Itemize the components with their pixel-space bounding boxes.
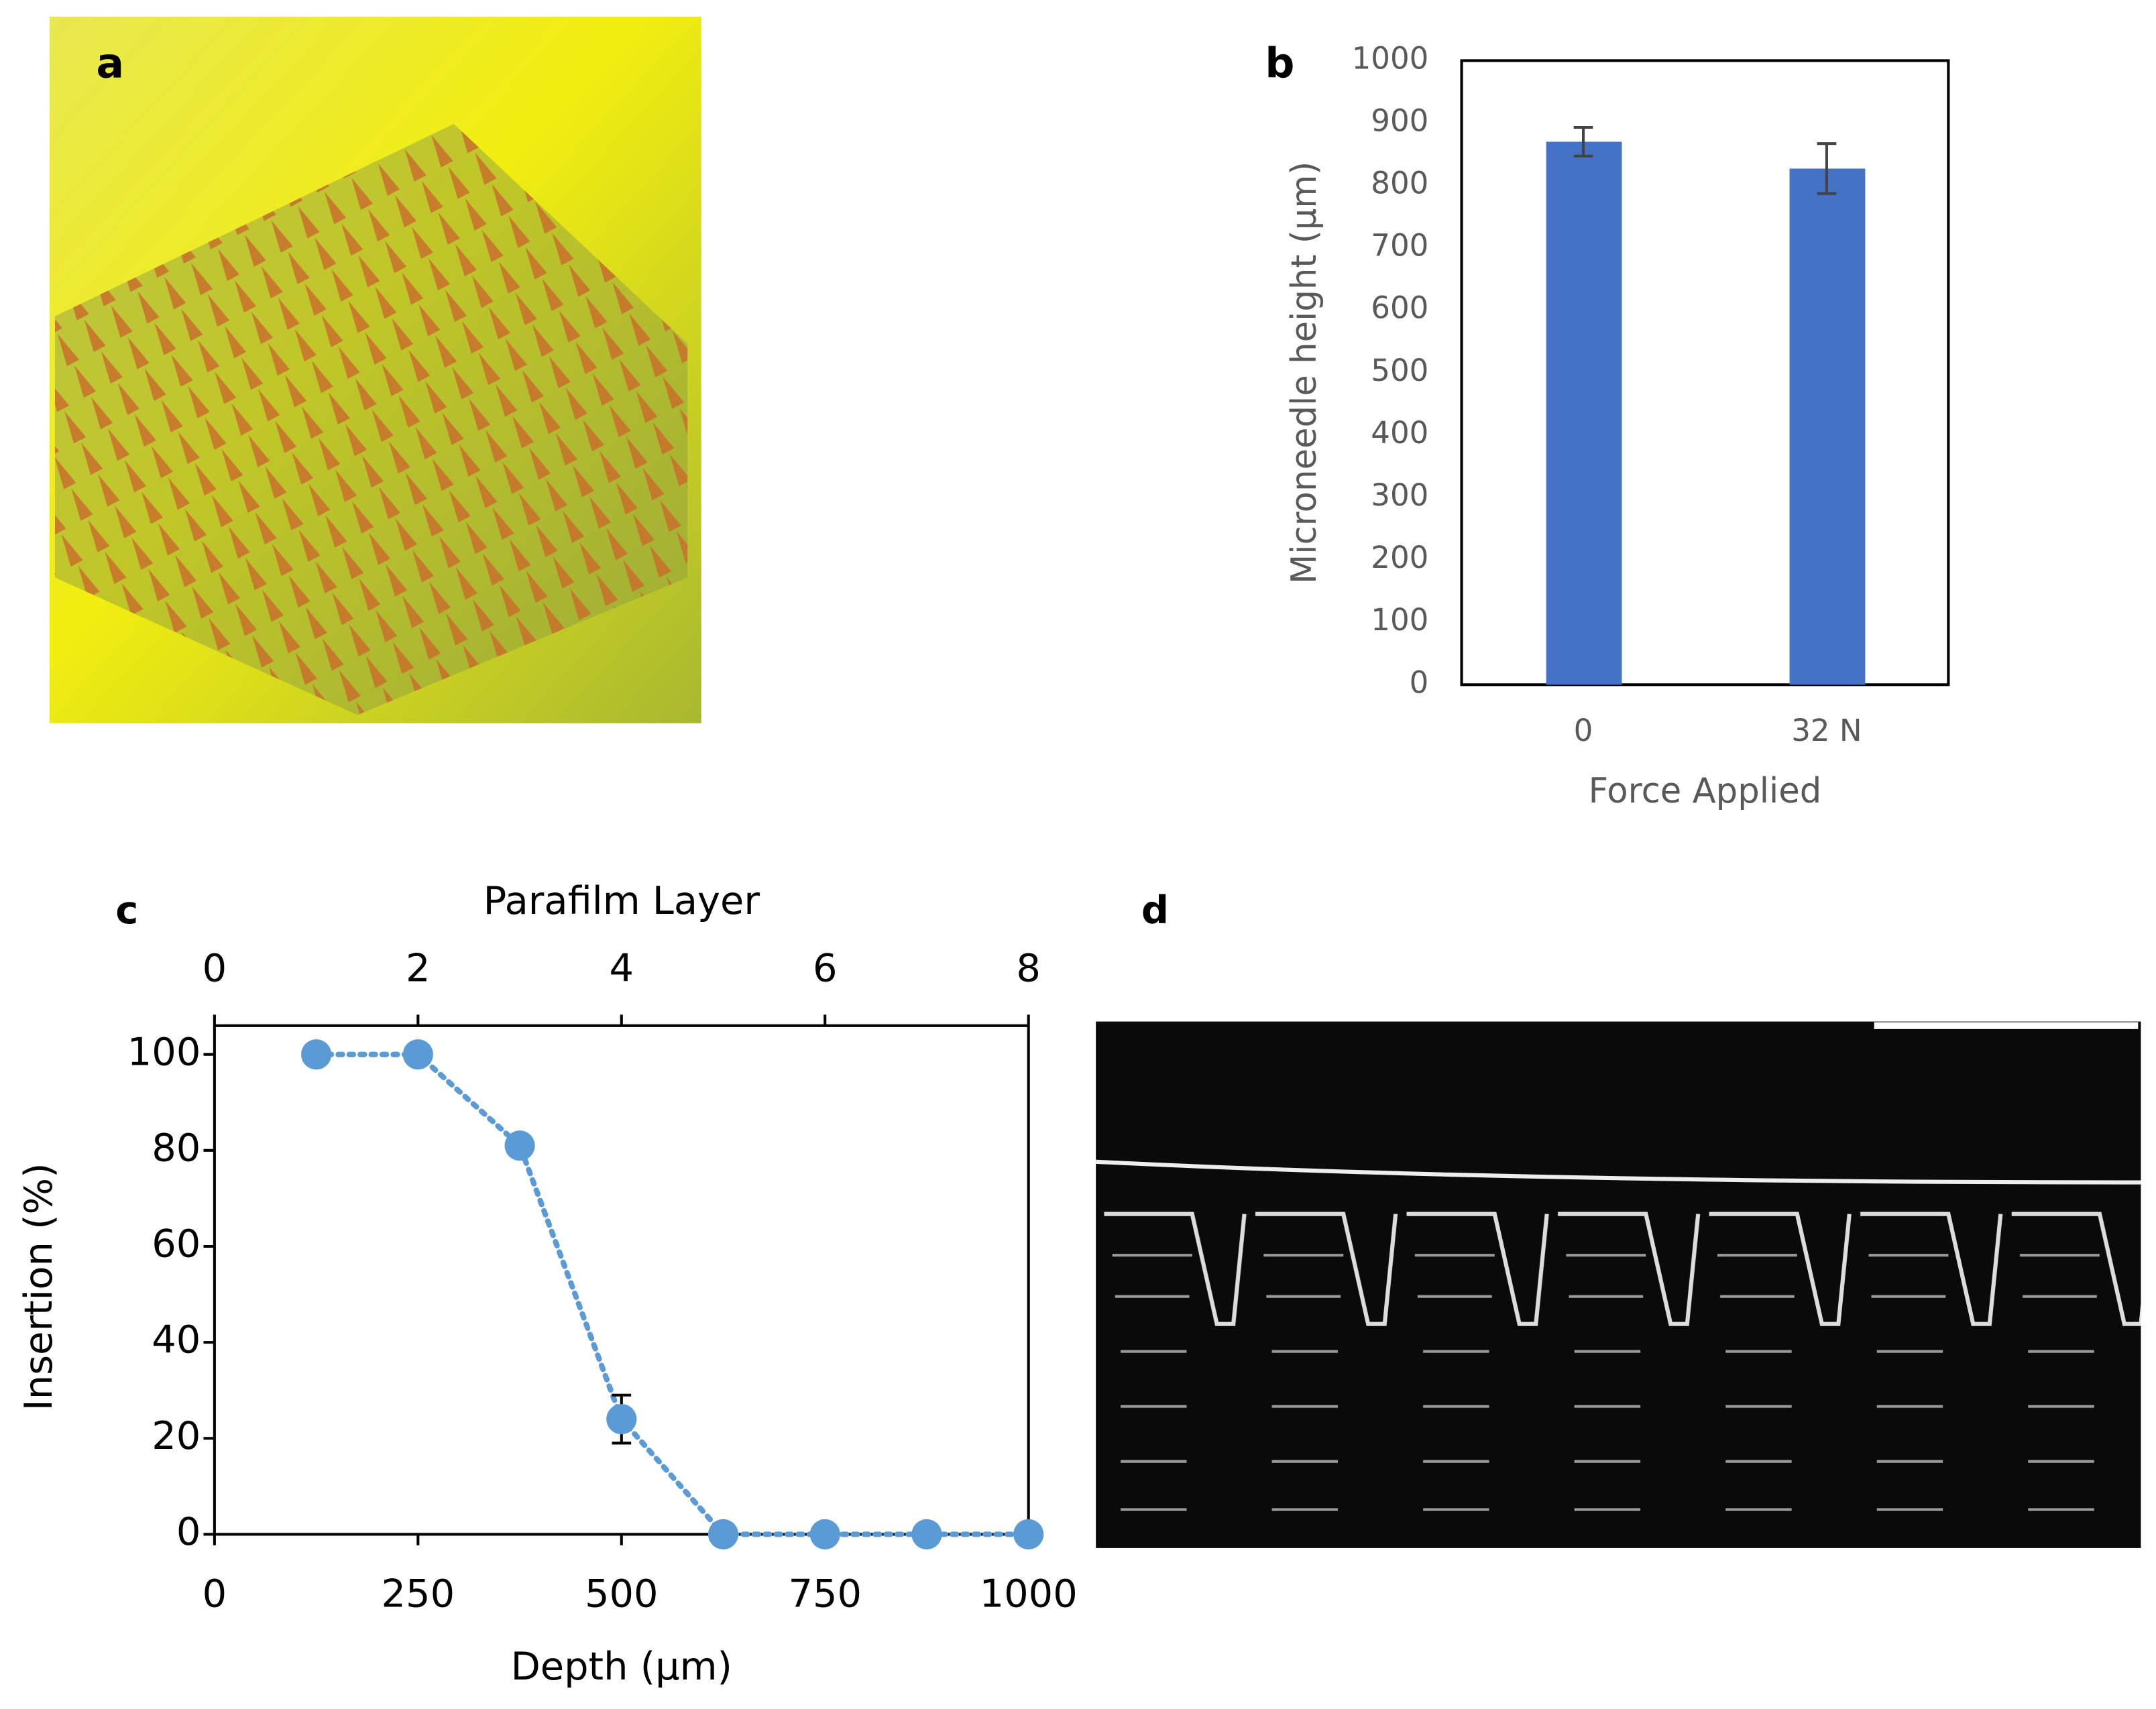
x2-tick-label: 4 (610, 945, 634, 990)
y-tick-label: 100 (1371, 602, 1428, 638)
bar (1789, 168, 1866, 685)
panel-label: d (1141, 888, 1169, 933)
x-axis-label: Force Applied (1589, 771, 1822, 811)
x-tick-label: 1000 (980, 1571, 1078, 1616)
y-tick-label: 60 (152, 1222, 201, 1266)
point (911, 1519, 942, 1549)
point (707, 1519, 739, 1549)
point (504, 1130, 535, 1161)
x-tick-label: 500 (585, 1571, 659, 1616)
y-tick-label: 200 (1371, 540, 1428, 575)
y-tick-label: 80 (152, 1125, 201, 1170)
y-tick-label: 0 (1410, 664, 1429, 700)
oct-image (1096, 1021, 2141, 1548)
y-tick-label: 900 (1371, 103, 1428, 138)
y-tick-label: 1000 (1352, 40, 1429, 76)
y-tick-label: 500 (1371, 353, 1428, 388)
series-line (313, 1051, 1031, 1537)
point (809, 1519, 840, 1549)
x2-axis-label: Parafilm Layer (484, 878, 760, 923)
x-tick-label: 0 (203, 1571, 227, 1616)
point (606, 1404, 637, 1435)
panel-label: a (97, 40, 125, 88)
panel-label: c (115, 888, 138, 933)
x-tick-label: 750 (788, 1571, 862, 1616)
x-axis-label: Depth (μm) (511, 1644, 732, 1689)
y-tick-label: 600 (1371, 290, 1428, 326)
y-axis-label: Insertion (%) (16, 1163, 61, 1411)
y-tick-label: 700 (1371, 228, 1428, 263)
y-tick-label: 300 (1371, 477, 1428, 513)
point (1013, 1519, 1044, 1549)
y-tick-label: 40 (152, 1317, 201, 1362)
x-tick-label: 250 (382, 1571, 455, 1616)
x2-tick-label: 6 (813, 945, 838, 990)
photo (49, 16, 701, 723)
point (301, 1039, 332, 1070)
x2-tick-label: 2 (406, 945, 431, 990)
y-tick-label: 400 (1371, 415, 1428, 451)
x2-tick-label: 0 (203, 945, 227, 990)
y-axis-label: Microneedle height (μm) (1284, 162, 1324, 584)
plot-frame (1460, 59, 1950, 687)
x2-tick-label: 8 (1016, 945, 1041, 990)
y-tick-label: 800 (1371, 166, 1428, 201)
x-tick-label: 32 N (1791, 713, 1862, 748)
y-tick-label: 20 (152, 1413, 201, 1458)
x-tick-label: 0 (1574, 713, 1593, 748)
panel-label: b (1265, 40, 1294, 88)
y-tick-label: 0 (176, 1509, 201, 1554)
y-tick-label: 100 (127, 1029, 201, 1074)
bar (1546, 141, 1622, 685)
point (402, 1039, 433, 1070)
